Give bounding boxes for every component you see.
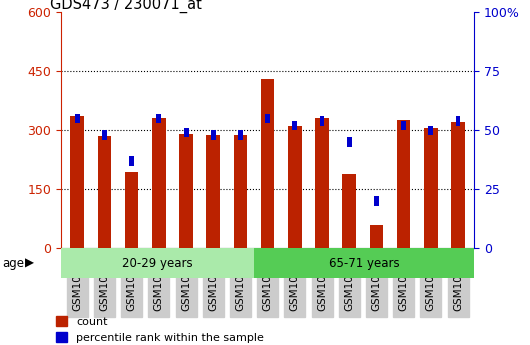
Bar bbox=[61, 248, 254, 278]
Bar bbox=[234, 135, 248, 248]
Bar bbox=[207, 135, 220, 248]
Bar bbox=[261, 79, 275, 248]
Bar bbox=[342, 174, 356, 248]
Bar bbox=[98, 136, 111, 248]
Bar bbox=[156, 114, 161, 123]
Bar bbox=[288, 126, 302, 248]
Text: GDS473 / 230071_at: GDS473 / 230071_at bbox=[50, 0, 202, 13]
Bar bbox=[315, 118, 329, 248]
Bar bbox=[102, 130, 107, 140]
Bar bbox=[293, 121, 297, 130]
Text: ▶: ▶ bbox=[25, 257, 34, 269]
Bar bbox=[238, 130, 243, 140]
Bar bbox=[397, 120, 410, 248]
Bar bbox=[183, 128, 189, 137]
Bar bbox=[152, 118, 166, 248]
Bar bbox=[265, 114, 270, 123]
Bar bbox=[129, 156, 134, 166]
Bar bbox=[451, 122, 465, 248]
Bar bbox=[374, 196, 379, 206]
Text: 20-29 years: 20-29 years bbox=[122, 257, 193, 269]
Bar bbox=[320, 116, 324, 126]
Bar bbox=[125, 171, 138, 248]
Bar bbox=[369, 225, 383, 248]
Bar bbox=[456, 116, 461, 126]
Text: 65-71 years: 65-71 years bbox=[329, 257, 400, 269]
Bar bbox=[179, 134, 193, 248]
Bar bbox=[347, 137, 352, 147]
Bar bbox=[254, 248, 474, 278]
Bar bbox=[75, 114, 80, 123]
Bar bbox=[428, 126, 434, 135]
Bar bbox=[424, 128, 438, 248]
Legend: count, percentile rank within the sample: count, percentile rank within the sample bbox=[56, 316, 264, 343]
Bar bbox=[70, 117, 84, 248]
Text: age: age bbox=[3, 257, 25, 269]
Bar bbox=[211, 130, 216, 140]
Bar bbox=[401, 121, 406, 130]
